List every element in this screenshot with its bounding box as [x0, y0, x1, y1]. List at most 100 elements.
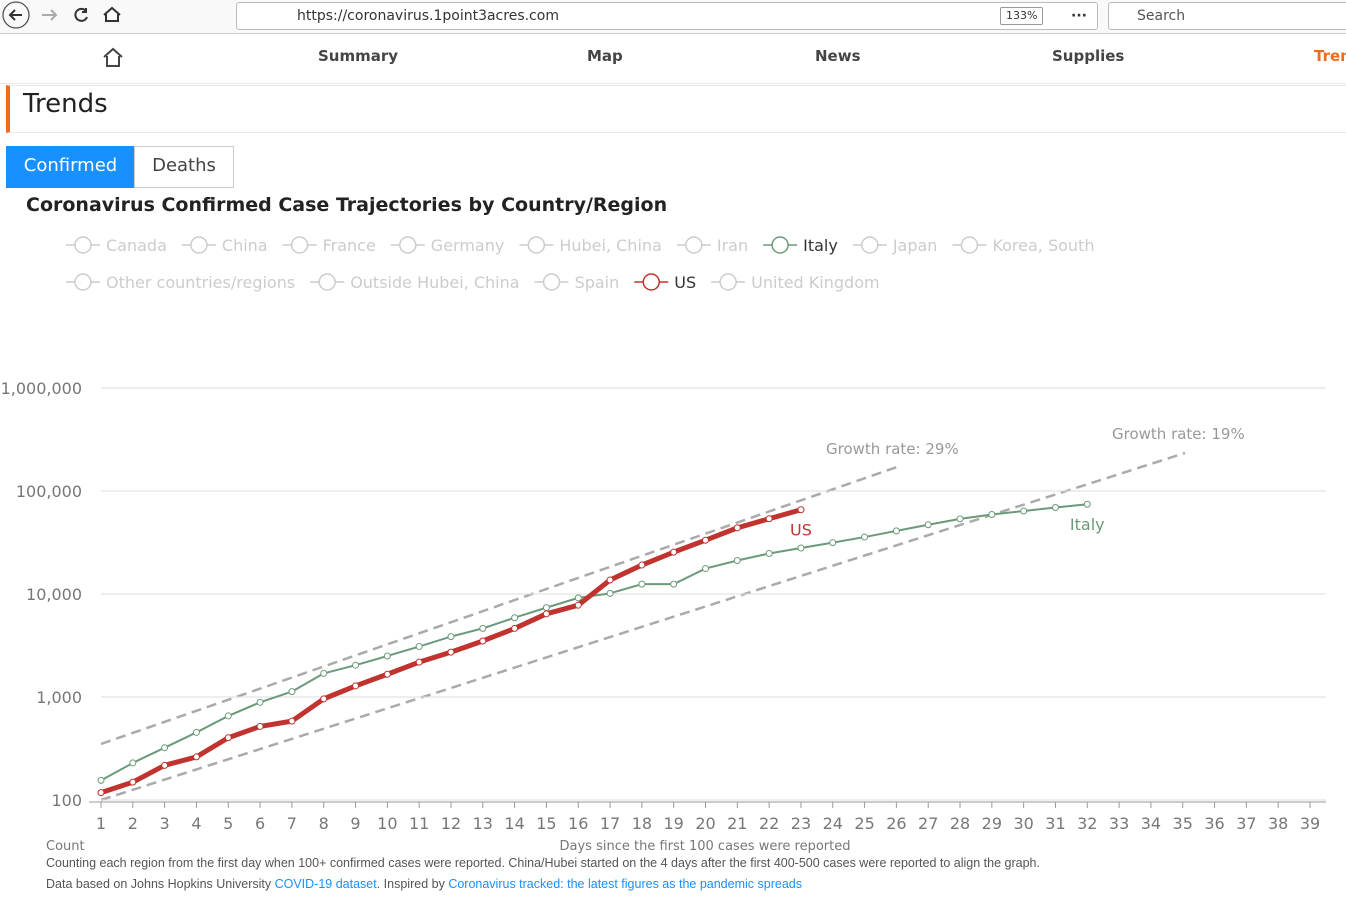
- x-tick-label: 6: [255, 814, 265, 833]
- x-tick-label: 7: [287, 814, 297, 833]
- legend-item[interactable]: Canada: [66, 236, 167, 255]
- tab-active[interactable]: Confirmed: [6, 146, 135, 188]
- data-point: [511, 614, 519, 622]
- data-point: [956, 515, 964, 523]
- series-end-label: Italy: [1070, 515, 1105, 534]
- legend-item[interactable]: Italy: [763, 236, 838, 255]
- series-end-label: US: [790, 521, 812, 540]
- x-tick-label: 5: [223, 814, 233, 833]
- menu[interactable]: ···: [1071, 8, 1087, 24]
- browser-toolbar: https://coronavirus.1point3acres.com 133…: [0, 0, 1346, 34]
- legend-label: Outside Hubei, China: [350, 273, 519, 292]
- x-tick-label: 39: [1300, 814, 1320, 833]
- data-point: [415, 643, 423, 651]
- legend-item[interactable]: Iran: [676, 236, 748, 255]
- data-point: [829, 539, 837, 547]
- data-point: [161, 761, 169, 769]
- url-bar[interactable]: https://coronavirus.1point3acres.com 133…: [236, 2, 1098, 30]
- nav-item[interactable]: Map: [587, 47, 623, 65]
- x-tick-label: 37: [1236, 814, 1256, 833]
- legend-marker: [74, 273, 92, 291]
- legend-item[interactable]: Spain: [534, 273, 620, 292]
- x-axis-label: Days since the first 100 cases were repo…: [560, 839, 851, 854]
- x-tick-label: 4: [191, 814, 201, 833]
- legend-marker: [542, 273, 561, 291]
- data-point: [256, 698, 264, 706]
- x-tick-label: 16: [568, 814, 588, 833]
- legend-label: Iran: [717, 236, 748, 255]
- legend-item[interactable]: Korea, South: [952, 236, 1094, 255]
- data-point: [352, 661, 360, 669]
- nav-item[interactable]: Summary: [318, 47, 399, 65]
- data-point: [447, 633, 455, 641]
- legend-label: United Kingdom: [751, 273, 879, 292]
- x-tick-label: 8: [319, 814, 329, 833]
- y-tick-label: 1,000: [36, 688, 82, 707]
- legend-item[interactable]: China: [181, 236, 268, 255]
- data-point: [129, 759, 137, 767]
- legend-item[interactable]: US: [634, 273, 696, 292]
- home-icon[interactable]: [102, 47, 124, 69]
- x-tick-label: 36: [1204, 814, 1224, 833]
- legend-label: Korea, South: [992, 236, 1094, 255]
- x-tick-label: 30: [1013, 814, 1033, 833]
- legend-item[interactable]: Japan: [852, 236, 938, 255]
- search-box[interactable]: Search: [1108, 2, 1346, 30]
- x-tick-label: 18: [632, 814, 652, 833]
- nav-item[interactable]: Supplies: [1052, 47, 1125, 65]
- data-point: [702, 536, 709, 544]
- legend-item[interactable]: Germany: [390, 236, 505, 255]
- nav-buttons[interactable]: [0, 0, 130, 33]
- legend-label: Japan: [892, 236, 938, 255]
- zoom[interactable]: 133%: [1000, 7, 1044, 25]
- x-tick-label: 24: [823, 814, 843, 833]
- data-point: [861, 533, 869, 541]
- trend-line: [100, 465, 898, 746]
- legend-marker: [399, 236, 417, 254]
- annotation: Growth rate: 19%: [1112, 425, 1245, 443]
- legend-label: Canada: [106, 236, 167, 255]
- data-point: [511, 624, 519, 632]
- x-tick-label: 12: [441, 814, 461, 833]
- legend-marker: [861, 236, 879, 254]
- x-tick-label: 33: [1109, 814, 1129, 833]
- x-tick-label: 15: [536, 814, 556, 833]
- data-point: [97, 776, 105, 784]
- x-tick-label: 20: [695, 814, 715, 833]
- data-point: [192, 753, 200, 761]
- footnote: Counting each region from the first day …: [46, 856, 1040, 870]
- divider: [0, 83, 1346, 84]
- nav-item[interactable]: News: [815, 47, 861, 65]
- nav-item[interactable]: Tren: [1314, 47, 1346, 65]
- legend-label: Other countries/regions: [106, 273, 295, 292]
- x-tick-label: 25: [854, 814, 874, 833]
- data-point: [479, 637, 487, 645]
- link[interactable]: COVID-19 dataset: [274, 877, 377, 891]
- legend-item[interactable]: Other countries/regions: [66, 273, 295, 292]
- x-tick-label: 13: [473, 814, 493, 833]
- data-point: [797, 544, 805, 552]
- x-tick-label: 9: [350, 814, 360, 833]
- data-point: [765, 549, 773, 557]
- x-tick-label: 17: [600, 814, 620, 833]
- x-tick-label: 31: [1045, 814, 1065, 833]
- data-point: [1083, 500, 1091, 508]
- data-point: [256, 722, 264, 730]
- footnote: Data based on Johns Hopkins University C…: [46, 877, 802, 891]
- x-tick-label: 2: [128, 814, 138, 833]
- data-point: [797, 506, 805, 514]
- legend-item[interactable]: Hubei, China: [519, 236, 662, 255]
- tab[interactable]: Deaths: [134, 146, 234, 188]
- data-point: [1051, 503, 1059, 511]
- legend-marker: [527, 236, 546, 254]
- data-point: [320, 695, 328, 703]
- data-point: [383, 670, 391, 678]
- x-tick-label: 35: [1173, 814, 1193, 833]
- legend-item[interactable]: Outside Hubei, China: [310, 273, 520, 292]
- link[interactable]: Coronavirus tracked: the latest figures …: [448, 877, 802, 891]
- data-point: [479, 624, 487, 632]
- legend-label: China: [222, 236, 268, 255]
- legend-item[interactable]: France: [282, 236, 376, 255]
- legend-item[interactable]: United Kingdom: [711, 273, 880, 292]
- url: https://coronavirus.1point3acres.com: [297, 8, 559, 24]
